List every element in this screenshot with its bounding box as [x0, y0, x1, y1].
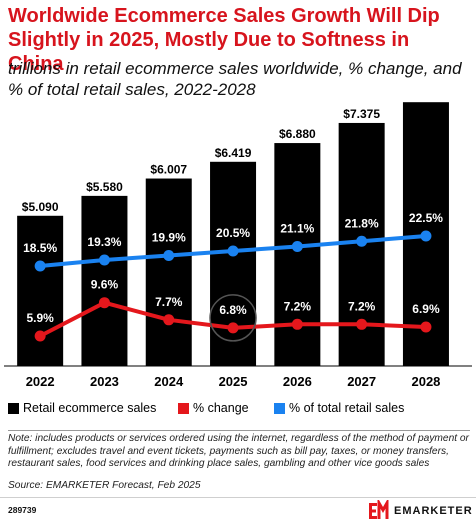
share-label-2022: 18.5%: [23, 241, 57, 255]
combo-chart: $5.090$5.580$6.007$6.419$6.880$7.375$7.8…: [4, 100, 472, 389]
legend-swatch-black: [8, 402, 19, 414]
highlight-ring-2025: [209, 294, 257, 342]
legend-item-retail-ecommerce-sales: Retail ecommerce sales: [8, 401, 156, 415]
x-tick-label-2022: 2022: [26, 374, 55, 389]
brand-logo: EMARKETER: [368, 500, 473, 522]
x-tick-label-2026: 2026: [283, 374, 312, 389]
share-point-2022: [34, 260, 46, 272]
x-tick-label-2028: 2028: [411, 374, 440, 389]
change-label-2028: 6.9%: [412, 302, 440, 316]
line-series: [34, 230, 432, 342]
change-label-2025: 6.8%: [219, 303, 247, 317]
chart-source: Source: EMARKETER Forecast, Feb 2025: [8, 480, 201, 491]
legend-label: % change: [193, 401, 249, 415]
footer-divider: [0, 497, 476, 498]
x-axis: 2022 2023 2024 2025 2026 2027 2028: [4, 365, 472, 389]
bar-2024: [145, 178, 192, 366]
chart-title: Worldwide Ecommerce Sales Growth Will Di…: [8, 5, 440, 75]
change-point-2023: [98, 297, 110, 309]
bar-label-2026: $6.880: [279, 127, 316, 141]
legend-label: Retail ecommerce sales: [23, 401, 157, 415]
share-point-2026: [291, 241, 303, 252]
x-tick-label-2024: 2024: [154, 374, 184, 389]
bar-label-2023: $5.580: [86, 180, 123, 194]
chart-id: 289739: [8, 505, 37, 515]
x-tick-label-2023: 2023: [90, 374, 119, 389]
bar-label-2025: $6.419: [215, 146, 252, 160]
x-tick-label-2025: 2025: [219, 374, 248, 389]
share-label-2027: 21.8%: [345, 216, 379, 230]
emarketer-logo-icon: [369, 500, 389, 519]
x-tick-label-2027: 2027: [347, 374, 376, 389]
share-label-2024: 19.9%: [152, 231, 186, 245]
legend-item-percent-of-total: % of total retail sales: [274, 401, 404, 415]
change-point-2026: [291, 318, 303, 330]
chart-note: Note: includes products or services orde…: [8, 430, 470, 471]
share-point-2023: [98, 254, 110, 266]
bar-2025: [210, 161, 257, 366]
change-point-2024: [163, 314, 175, 326]
change-label-2026: 7.2%: [284, 299, 312, 313]
change-label-2027: 7.2%: [348, 299, 376, 313]
legend-item-percent-change: % change: [178, 401, 249, 415]
change-point-2025: [227, 322, 239, 334]
change-label-2024: 7.7%: [155, 295, 183, 309]
chart-subtitle: trillions in retail ecommerce sales worl…: [8, 59, 462, 99]
legend-swatch-blue: [274, 402, 285, 414]
share-label-2026: 21.1%: [280, 222, 314, 236]
share-label-2025: 20.5%: [216, 226, 250, 240]
bar-label-2027: $7.375: [343, 107, 380, 121]
share-point-2025: [227, 245, 239, 257]
legend-label: % of total retail sales: [289, 401, 405, 415]
bar-2022: [17, 215, 64, 366]
share-point-2028: [420, 230, 432, 242]
bar-2026: [274, 143, 321, 366]
change-label-2023: 9.6%: [91, 278, 119, 292]
bar-2023: [81, 195, 128, 366]
share-label-2023: 19.3%: [87, 235, 121, 249]
change-point-2022: [34, 330, 46, 342]
bar-label-2022: $5.090: [22, 200, 59, 214]
bar-label-2024: $6.007: [150, 163, 187, 177]
change-point-2028: [420, 321, 432, 333]
change-label-2022: 5.9%: [26, 311, 54, 325]
legend-swatch-red: [178, 402, 189, 414]
brand-name: EMARKETER: [394, 505, 473, 517]
bar-value-labels: $5.090$5.580$6.007$6.419$6.880$7.375$7.8…: [22, 100, 445, 214]
line-value-labels: 18.5% 19.3% 19.9% 20.5% 21.1% 21.8% 22.5% 5.9% 9…: [23, 211, 443, 325]
share-label-2028: 22.5%: [409, 211, 443, 225]
share-point-2024: [163, 250, 175, 261]
legend: Retail ecommerce sales % change % of tot…: [8, 399, 470, 419]
share-point-2027: [356, 235, 368, 247]
change-point-2027: [356, 318, 368, 330]
